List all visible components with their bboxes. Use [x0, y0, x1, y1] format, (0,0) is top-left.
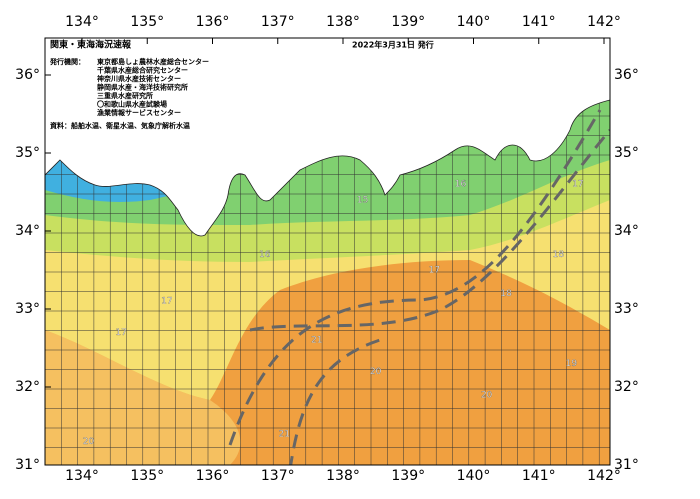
isotherm-label: 20	[83, 437, 95, 447]
publisher: 神奈川県水産技術センター	[97, 74, 181, 83]
lat-label-left: 31°	[15, 457, 40, 473]
kuroshio-axis	[228, 109, 602, 446]
lat-label-right: 31°	[614, 457, 639, 473]
land	[45, 38, 610, 237]
isotherm-labels: 21 20 21 17 17 16 17 18 18 15 16 17 20 20 19	[83, 180, 584, 448]
lon-label-top: 140°	[457, 14, 491, 30]
isotherm-label: 17	[115, 328, 126, 338]
lon-label-bottom: 141°	[522, 468, 556, 484]
isotherm-label: 20	[481, 390, 493, 400]
publisher-label: 発行機関：	[49, 57, 85, 66]
kuroshio-edge	[249, 129, 610, 332]
lon-label-top: 142°	[587, 14, 621, 30]
lon-label-top: 136°	[196, 14, 230, 30]
lon-label-top: 139°	[391, 14, 425, 30]
lon-label-bottom: 135°	[130, 468, 164, 484]
lon-label-bottom: 134°	[65, 468, 99, 484]
lat-label-right: 35°	[614, 145, 639, 161]
lat-label-right: 32°	[614, 379, 639, 395]
publisher: 〇和歌山県水産試験場	[97, 100, 167, 109]
lon-label-bottom: 140°	[457, 468, 491, 484]
axes: 134° 134° 135° 135° 136° 136° 137° 137° 138° 138°…	[15, 14, 639, 484]
sea-surface	[45, 38, 610, 465]
lat-label-right: 33°	[614, 301, 639, 317]
isotherm-label: 21	[311, 336, 322, 346]
isotherm-label: 17	[429, 266, 440, 276]
isotherm-label: 20	[370, 367, 382, 377]
lat-label-left: 36°	[15, 67, 40, 83]
publisher: 東京都島しょ農林水産総合センター	[97, 57, 209, 66]
publisher: 千葉県水産総合研究センター	[97, 66, 188, 75]
lat-label-left: 32°	[15, 379, 40, 395]
isotherm-label: 16	[455, 180, 467, 190]
issue-date: 2022年3月31日 発行	[352, 40, 434, 50]
publisher-list: 東京都島しょ農林水産総合センター千葉県水産総合研究センター神奈川県水産技術センタ…	[97, 57, 209, 117]
isotherm-label: 15	[357, 195, 368, 205]
source: 資料：船舶水温、衛星水温、気象庁解析水温	[50, 121, 190, 130]
lon-label-top: 141°	[522, 14, 556, 30]
lon-label-top: 134°	[65, 14, 99, 30]
title: 関東・東海海況速報	[50, 39, 132, 51]
lon-label-top: 138°	[326, 14, 360, 30]
isotherm-label: 17	[572, 180, 583, 190]
publisher: 漁業情報サービスセンター	[97, 108, 181, 117]
lon-label-bottom: 136°	[196, 468, 230, 484]
frame	[44, 37, 611, 466]
kuroshio-edge	[289, 338, 381, 465]
lon-label-top: 137°	[261, 14, 295, 30]
lat-label-left: 33°	[15, 301, 40, 317]
isotherm-label: 16	[259, 250, 271, 260]
lon-label-bottom: 139°	[391, 468, 425, 484]
isotherm-label: 18	[500, 289, 512, 299]
isotherm-label: 18	[553, 250, 565, 260]
publisher: 三重県水産研究所	[97, 91, 153, 100]
lat-label-left: 35°	[15, 145, 40, 161]
lon-label-bottom: 142°	[587, 468, 621, 484]
publisher: 静岡県水産・海洋技術研究所	[97, 83, 188, 92]
isotherm-label: 21	[279, 429, 290, 439]
lat-label-left: 34°	[15, 223, 40, 239]
isotherm-label: 19	[566, 359, 578, 369]
isotherm-label: 17	[161, 297, 172, 307]
lon-label-bottom: 138°	[326, 468, 360, 484]
lon-label-top: 135°	[130, 14, 164, 30]
lat-label-right: 36°	[614, 67, 639, 83]
lon-label-bottom: 137°	[261, 468, 295, 484]
lat-label-right: 34°	[614, 223, 639, 239]
